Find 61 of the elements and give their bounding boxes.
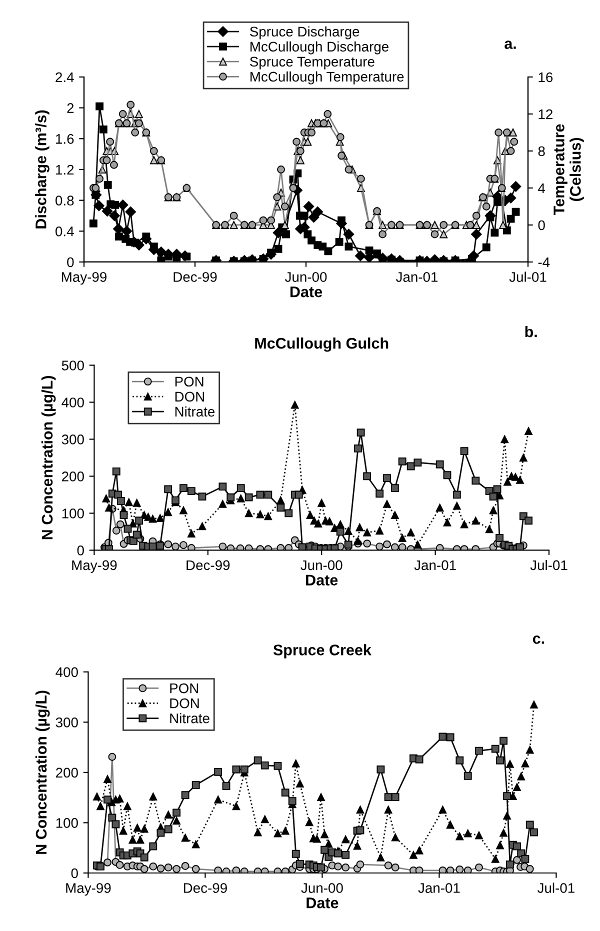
legend-label: Nitrate (170, 713, 210, 724)
x-tick-label: Jul-01 (530, 560, 568, 570)
x-axis-title: Date (306, 898, 338, 908)
legend-label: PON (175, 376, 204, 387)
chart-title: Spruce Creek (273, 644, 372, 658)
y-tick-label: 500 (62, 360, 84, 370)
x-tick-label: Jan-01 (414, 560, 456, 570)
x-tick-label: Jan-01 (396, 272, 438, 282)
x-axis-title: Date (306, 574, 338, 586)
legend-label: PON (170, 683, 198, 694)
y-tick-label: 1.2 (56, 164, 74, 175)
y-axis-title: N Concentration (µg/L) (41, 376, 56, 540)
legend-label: Spruce Temperature (250, 56, 374, 70)
legend-label: DON (175, 392, 204, 402)
legend-label: DON (170, 698, 199, 708)
legend-label: Nitrate (175, 406, 215, 417)
y-tick-label: 2 (67, 103, 74, 113)
y2-tick-label: 0 (538, 220, 545, 230)
x-tick-label: Jun-00 (284, 272, 327, 282)
text: c. (532, 636, 544, 644)
y-tick-label: 200 (62, 472, 84, 482)
text: b. (525, 326, 537, 338)
y-tick-label: 0.4 (56, 226, 74, 236)
x-tick-label: Jun-00 (301, 883, 343, 893)
y-tick-label: 400 (56, 667, 78, 678)
y-tick-label: 2.4 (56, 72, 74, 82)
legend-label: Spruce Discharge (250, 26, 360, 40)
y2-tick-label: 12 (538, 109, 552, 120)
x-tick-label: May-99 (66, 883, 111, 896)
y-tick-label: 0 (67, 257, 74, 268)
chart-title: McCullough Gulch (255, 337, 388, 352)
y-axis-title: Discharge (m³/s) (35, 110, 50, 228)
legend-label: McCullough Temperature (250, 71, 404, 84)
y-tick-label: 200 (56, 768, 78, 778)
x-tick-label: Jan-01 (418, 883, 460, 893)
x-tick-label: May-99 (72, 560, 117, 573)
y-axis-title: N Concentration (µg/L) (35, 690, 50, 854)
x-tick-label: Jul-01 (538, 882, 574, 893)
y2-axis-title: Temperature (Celsius) (554, 124, 584, 216)
x-axis-title: Date (290, 286, 322, 298)
y-tick-label: 100 (56, 818, 78, 828)
y-tick-label: 300 (56, 718, 78, 728)
y-tick-label: 0 (71, 868, 78, 878)
x-tick-label: Dec-99 (184, 883, 227, 893)
y-tick-label: 400 (62, 398, 84, 408)
y-tick-label: 0 (77, 546, 84, 556)
y-tick-label: 1.6 (56, 134, 74, 144)
text: a. (504, 40, 516, 49)
x-tick-label: Dec-99 (174, 272, 217, 282)
y2-tick-label: 8 (538, 146, 545, 156)
y2-tick-label: 16 (538, 72, 553, 82)
x-tick-label: May-99 (62, 272, 106, 285)
legend-label: McCullough Discharge (250, 41, 388, 54)
y-tick-label: 0.8 (56, 196, 74, 206)
x-tick-label: Dec-99 (186, 560, 230, 570)
x-tick-label: Jul-01 (509, 272, 546, 282)
y2-tick-label: -4 (538, 257, 550, 268)
y2-tick-label: 4 (538, 183, 546, 194)
x-tick-label: Jun-00 (300, 560, 342, 570)
y-tick-label: 300 (62, 434, 84, 444)
y-tick-label: 100 (62, 508, 84, 518)
